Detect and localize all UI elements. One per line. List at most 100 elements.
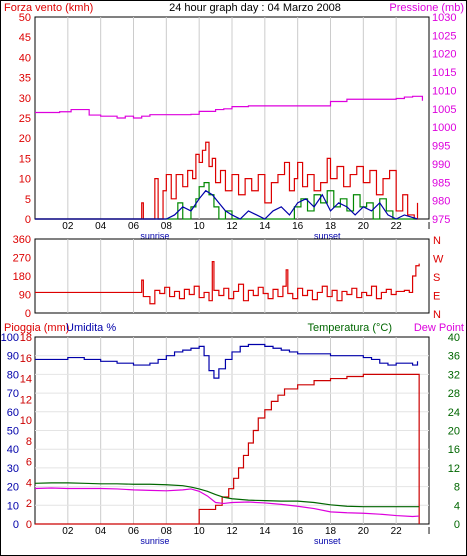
pressure-tick-label: 1005 [432,104,456,116]
wind-axis-label: Forza vento (kmh) [4,2,93,14]
x-tick-label: 02 [62,221,74,232]
humidity-tick-label: 0 [13,519,19,531]
temperature-tick-label: 32 [448,369,460,381]
humidity-tick-label: 10 [7,500,19,512]
direction-tick-label: 0 [25,308,31,320]
x-tick-label: 18 [325,526,337,537]
temperature-line [34,482,420,508]
temperature-tick-label: 36 [448,351,460,363]
temperature-tick-label: 12 [448,463,460,475]
pressure-tick-label: 1030 [432,12,456,24]
rain-tick-label: 16 [20,353,32,365]
pressure-tick-label: 1025 [432,30,456,42]
x-tick-label: 18 [325,221,337,232]
sunset-label: sunset [314,231,341,241]
wind-tick-label: 30 [19,93,31,105]
rain-tick-label: 4 [26,477,32,489]
x-tick-label: 10 [194,221,206,232]
x-tick-label: 08 [161,221,173,232]
wind-tick-label: 50 [19,12,31,24]
rain-tick-label: 6 [26,457,32,469]
compass-label: E [433,291,440,303]
x-tick-label: 10 [194,526,206,537]
pressure-tick-label: 1020 [432,49,456,61]
humidity-tick-label: 80 [7,369,19,381]
wind-tick-label: 45 [19,32,31,44]
rain-tick-label: 2 [26,498,32,510]
x-tick-label: 20 [358,221,370,232]
wind-tick-label: 15 [19,153,31,165]
chart-panels: 0510152025303540455097598098599099510001… [1,12,460,546]
x-tick-label: 16 [292,221,304,232]
gust_green-line [35,182,418,220]
compass-label: N [433,235,441,247]
rain-axis-label: Pioggia (mm) [4,322,69,334]
x-tick-label: 02 [62,526,74,537]
x-tick-label: I [428,221,431,232]
rain-tick-label: 14 [20,374,32,386]
humidity-tick-label: 40 [7,444,19,456]
x-tick-label: 20 [358,526,370,537]
wind-tick-label: 20 [19,133,31,145]
temperature-tick-label: 8 [454,482,460,494]
humidity-tick-label: 90 [7,351,19,363]
sunrise-label: sunrise [140,231,169,241]
direction-tick-label: 360 [13,234,31,246]
wind-tick-label: 10 [19,174,31,186]
temperature-tick-label: 16 [448,444,460,456]
temperature-tick-label: 20 [448,426,460,438]
dewpoint-line [34,487,420,518]
x-tick-label: 04 [95,526,107,537]
humidity-tick-label: 20 [7,482,19,494]
rain-tick-label: 0 [26,519,32,531]
compass-label: W [433,254,444,266]
temperature-axis-label: Temperatura (°C) [308,322,392,334]
wind-line [35,141,419,220]
sunset-label: sunset [314,536,341,546]
wind-tick-label: 0 [25,214,31,226]
wind-tick-label: 5 [25,194,31,206]
temperature-tick-label: 40 [448,332,460,344]
x-tick-label: 04 [95,221,107,232]
temperature-tick-label: 0 [454,519,460,531]
humidity-line [35,343,419,379]
avg_blue-line [35,189,418,220]
x-tick-label: 12 [226,526,238,537]
humidity-tick-label: 50 [7,426,19,438]
wind-tick-label: 35 [19,73,31,85]
x-tick-label: 14 [259,526,271,537]
x-tick-label: 06 [128,526,140,537]
x-tick-label: 16 [292,526,304,537]
pressure-line [35,95,424,119]
wind-direction-line [35,261,420,305]
x-tick-label: 22 [391,526,403,537]
pressure-tick-label: 1000 [432,122,456,134]
pressure-tick-label: 985 [432,177,450,189]
pressure-tick-label: 980 [432,196,450,208]
pressure-tick-label: 1010 [432,85,456,97]
rain-tick-label: 8 [26,436,32,448]
temperature-tick-label: 24 [448,407,460,419]
direction-tick-label: 270 [13,253,31,265]
humidity-tick-label: 70 [7,388,19,400]
temperature-tick-label: 4 [454,500,460,512]
x-tick-label: 22 [391,221,403,232]
x-tick-label: 14 [259,221,271,232]
chart-title: 24 hour graph day : 04 Marzo 2008 [169,2,341,14]
direction-tick-label: 90 [19,290,31,302]
rain-tick-label: 12 [20,394,32,406]
pressure-tick-label: 995 [432,141,450,153]
pressure-tick-label: 1015 [432,67,456,79]
pressure-axis-label: Pressione (mb) [389,2,464,14]
compass-label: S [433,272,440,284]
humidity-tick-label: 60 [7,407,19,419]
x-tick-label: 08 [161,526,173,537]
rain-line [35,373,420,525]
compass-label: N [433,309,441,321]
x-tick-label: 12 [226,221,238,232]
humidity-axis-label: Umidita % [66,322,116,334]
x-tick-label: I [428,526,431,537]
pressure-tick-label: 990 [432,159,450,171]
sunrise-label: sunrise [140,536,169,546]
rain-tick-label: 18 [20,332,32,344]
